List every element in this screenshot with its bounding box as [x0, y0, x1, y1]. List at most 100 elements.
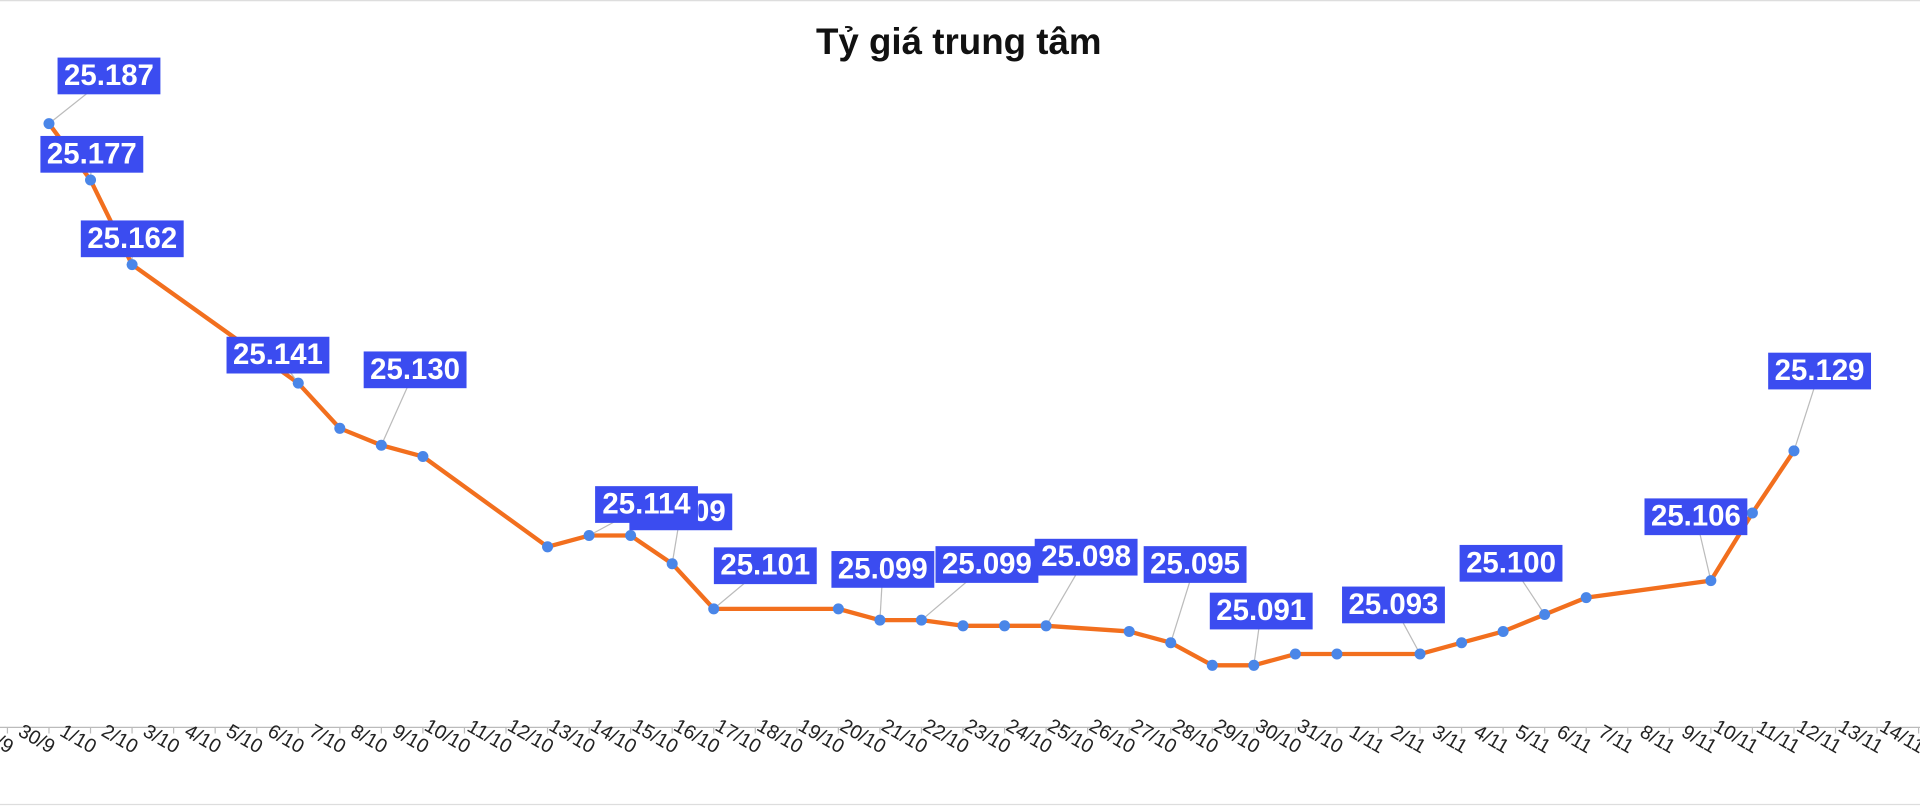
- line-segment: [1750, 448, 1797, 516]
- point: [43, 118, 55, 130]
- point: [85, 174, 97, 186]
- line-segment: [420, 454, 550, 549]
- data-label-box: 25.106: [1644, 498, 1748, 536]
- point: [1123, 625, 1135, 637]
- point: [583, 530, 595, 542]
- data-label: 25.129: [1775, 354, 1865, 387]
- point: [1040, 620, 1052, 632]
- line-segment: [1168, 640, 1215, 668]
- data-label-box: 25.130: [363, 351, 467, 389]
- data-label-bg: [226, 336, 330, 374]
- data-label-bg: [363, 351, 467, 389]
- point: [375, 439, 387, 451]
- data-label-box: 25.114: [595, 486, 698, 523]
- data-label: 25.099: [838, 552, 928, 585]
- point: [915, 614, 927, 626]
- data-label: 25.130: [370, 353, 460, 386]
- line-segment: [1251, 651, 1298, 668]
- data-label: 25.187: [64, 59, 154, 92]
- data-label: 25.101: [720, 549, 810, 582]
- line-segment: [379, 443, 426, 459]
- data-label: 25.114: [602, 488, 691, 521]
- data-label: 25.099: [942, 548, 1032, 581]
- point: [334, 422, 346, 434]
- series-line: [46, 121, 1797, 668]
- point: [708, 603, 720, 615]
- data-label-bg: [713, 547, 817, 585]
- line-segment: [1500, 612, 1547, 634]
- data-label-bg: [80, 220, 184, 258]
- line-segment: [1542, 595, 1589, 617]
- data-label-box: 25.100: [1459, 544, 1563, 582]
- data-label-box: 25.091: [1209, 592, 1313, 630]
- point: [1746, 507, 1758, 519]
- line-segment: [1459, 629, 1506, 645]
- data-label-box: 25.187: [57, 57, 161, 95]
- data-label: 25.098: [1041, 540, 1131, 573]
- data-label-box: 25.093: [1342, 586, 1445, 624]
- line-segment: [545, 533, 592, 549]
- data-label-box: 25.129: [1768, 352, 1872, 390]
- data-label-box: 25.099: [831, 551, 935, 588]
- data-label-box: 25.162: [80, 220, 184, 258]
- data-label: 25.106: [1651, 500, 1741, 533]
- point: [542, 541, 554, 553]
- data-label: 25.141: [233, 338, 323, 371]
- data-label-bg: [595, 486, 698, 523]
- data-label-box: 25.101: [713, 547, 817, 585]
- data-label-box: 25.099: [935, 546, 1039, 583]
- point: [1788, 445, 1800, 457]
- data-label: 25.095: [1150, 548, 1240, 581]
- point: [1580, 592, 1592, 604]
- point: [1497, 625, 1509, 637]
- point: [666, 558, 678, 570]
- point: [1539, 609, 1551, 621]
- data-label-box: 25.098: [1034, 538, 1138, 576]
- point: [1248, 659, 1260, 671]
- line-segment: [670, 561, 716, 612]
- data-label: 25.177: [47, 137, 137, 170]
- data-label: 25.093: [1349, 588, 1439, 621]
- point: [1331, 648, 1343, 660]
- point: [1414, 648, 1426, 660]
- data-label: 25.162: [87, 222, 177, 255]
- line-segment: [1417, 640, 1464, 657]
- data-label-box: 25.095: [1143, 546, 1247, 583]
- data-label-bg: [935, 546, 1039, 583]
- data-label-box: 25.177: [40, 135, 144, 173]
- line-segment: [1584, 578, 1713, 600]
- data-label-bg: [1034, 538, 1138, 576]
- data-label-box: 25.141: [226, 336, 330, 374]
- point: [126, 259, 138, 271]
- point: [625, 530, 637, 542]
- data-label-bg: [1644, 498, 1748, 536]
- data-label: 25.091: [1216, 594, 1306, 627]
- line-segment: [337, 426, 384, 448]
- data-label-bg: [1342, 586, 1445, 624]
- point: [1456, 637, 1468, 649]
- point: [292, 377, 304, 389]
- data-label-bg: [1768, 352, 1872, 390]
- data-label-bg: [831, 551, 935, 588]
- point: [1289, 648, 1301, 660]
- point: [874, 614, 886, 626]
- line-segment: [919, 618, 966, 628]
- data-label-bg: [1143, 546, 1247, 583]
- point: [1705, 575, 1717, 587]
- point: [1165, 637, 1177, 649]
- point: [999, 620, 1011, 632]
- line-segment: [1127, 629, 1173, 645]
- chart-title: Tỷ giá trung tâm: [816, 21, 1102, 62]
- data-label-bg: [57, 57, 161, 95]
- point: [832, 603, 844, 615]
- point: [1206, 659, 1218, 671]
- line-segment: [1043, 623, 1132, 634]
- line-segment: [628, 533, 675, 566]
- line-segment: [836, 606, 883, 623]
- data-label-bg: [1459, 544, 1563, 582]
- line-segment: [296, 381, 342, 431]
- data-label: 25.100: [1466, 546, 1556, 579]
- data-label-bg: [1209, 592, 1313, 630]
